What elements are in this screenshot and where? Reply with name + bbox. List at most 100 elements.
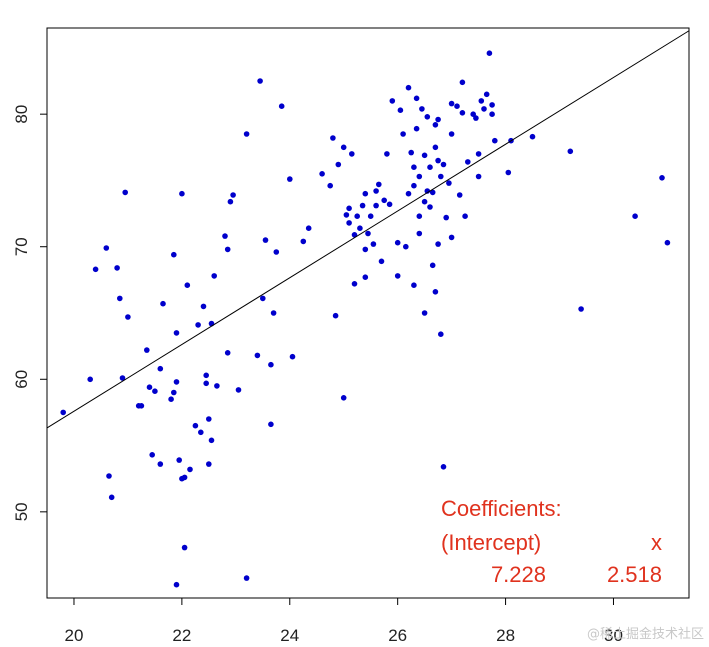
data-point bbox=[489, 102, 495, 108]
data-point bbox=[149, 452, 155, 458]
data-point bbox=[351, 232, 358, 238]
data-point bbox=[443, 214, 450, 221]
data-point bbox=[411, 164, 417, 170]
data-point bbox=[181, 544, 188, 551]
data-point bbox=[459, 110, 466, 116]
data-point bbox=[456, 192, 463, 198]
data-point bbox=[362, 246, 369, 253]
data-point bbox=[211, 273, 217, 279]
data-point bbox=[330, 135, 336, 141]
data-point bbox=[173, 581, 180, 588]
data-point bbox=[405, 84, 412, 91]
data-point bbox=[160, 300, 166, 307]
data-point bbox=[289, 353, 296, 360]
data-point bbox=[92, 266, 99, 273]
data-point bbox=[475, 151, 482, 157]
data-point bbox=[416, 173, 423, 180]
x-tick-label: 22 bbox=[172, 626, 191, 645]
data-point bbox=[195, 322, 201, 328]
data-point bbox=[438, 331, 444, 338]
data-point bbox=[386, 201, 393, 208]
data-point bbox=[243, 575, 250, 581]
data-point bbox=[357, 225, 363, 231]
x-tick-label: 30 bbox=[604, 626, 623, 645]
data-point bbox=[413, 125, 420, 132]
data-point bbox=[203, 372, 209, 379]
data-point bbox=[235, 387, 242, 393]
data-point bbox=[108, 494, 115, 501]
data-point bbox=[400, 131, 406, 137]
data-point bbox=[362, 190, 369, 197]
data-point bbox=[138, 403, 145, 409]
data-point bbox=[184, 282, 191, 289]
data-point bbox=[300, 238, 307, 245]
coefficients-heading: Coefficients: bbox=[441, 496, 562, 521]
data-point bbox=[362, 274, 369, 281]
data-point bbox=[397, 107, 404, 113]
data-point bbox=[664, 239, 671, 246]
data-point bbox=[529, 133, 536, 140]
data-point bbox=[411, 282, 417, 289]
data-point bbox=[157, 365, 164, 372]
data-point bbox=[411, 182, 417, 189]
data-point bbox=[349, 151, 355, 157]
data-point bbox=[421, 310, 428, 316]
data-point bbox=[481, 106, 487, 112]
data-point bbox=[273, 249, 280, 255]
data-point bbox=[462, 213, 468, 219]
data-point bbox=[208, 320, 215, 327]
data-point bbox=[173, 330, 180, 336]
data-point bbox=[373, 202, 379, 209]
data-point bbox=[206, 461, 212, 467]
data-point bbox=[475, 173, 482, 180]
data-point bbox=[125, 314, 131, 320]
data-point bbox=[346, 220, 352, 226]
data-point bbox=[470, 111, 477, 117]
coefficients-annotation: Coefficients: (Intercept) x 7.228 2.518 bbox=[441, 496, 662, 587]
data-point bbox=[268, 421, 274, 428]
data-point bbox=[578, 306, 584, 312]
data-point bbox=[354, 213, 361, 219]
data-point bbox=[278, 103, 285, 109]
data-point bbox=[432, 122, 439, 128]
slope-label: x bbox=[651, 530, 662, 555]
data-point bbox=[435, 116, 441, 123]
data-point bbox=[440, 161, 447, 168]
intercept-value: 7.228 bbox=[491, 562, 546, 587]
data-point bbox=[171, 389, 177, 396]
data-point bbox=[340, 144, 347, 151]
data-point bbox=[187, 466, 193, 473]
data-point bbox=[421, 198, 428, 205]
data-point bbox=[448, 131, 455, 137]
data-point bbox=[181, 474, 188, 481]
data-point bbox=[429, 189, 436, 196]
data-point bbox=[370, 241, 377, 247]
data-point bbox=[208, 437, 215, 444]
data-point bbox=[227, 198, 234, 205]
data-point bbox=[87, 376, 93, 383]
data-point bbox=[632, 213, 638, 219]
data-point bbox=[224, 246, 231, 253]
data-point bbox=[346, 205, 352, 212]
data-point bbox=[192, 422, 199, 429]
data-point bbox=[144, 347, 150, 353]
data-point bbox=[367, 213, 374, 219]
data-point bbox=[473, 115, 479, 121]
data-point bbox=[505, 169, 512, 176]
data-point bbox=[332, 312, 339, 319]
data-point bbox=[429, 262, 436, 269]
axes: 20 22 24 26 28 30 50 60 70 80 bbox=[12, 105, 623, 645]
data-point bbox=[489, 111, 495, 117]
data-point bbox=[427, 164, 433, 170]
data-point bbox=[446, 180, 452, 186]
data-point bbox=[327, 182, 334, 189]
data-point bbox=[243, 131, 250, 137]
data-point bbox=[419, 106, 425, 112]
data-point bbox=[179, 190, 185, 197]
data-point bbox=[230, 192, 236, 198]
data-point bbox=[454, 103, 460, 109]
data-point bbox=[376, 181, 382, 188]
data-point bbox=[432, 144, 439, 151]
data-point bbox=[351, 281, 358, 287]
